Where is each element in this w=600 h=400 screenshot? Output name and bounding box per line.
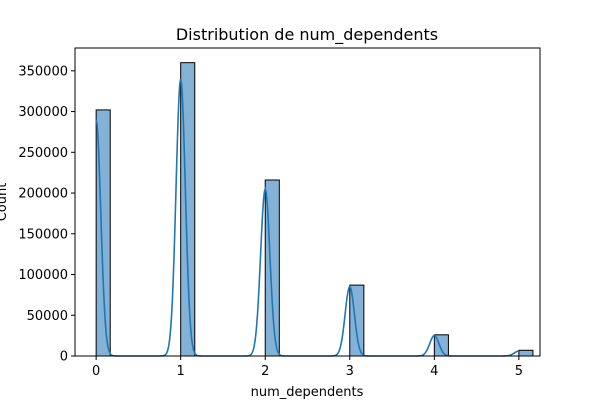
- y-tick-label-6: 300000: [18, 105, 68, 120]
- y-tick-label-2: 100000: [18, 268, 68, 283]
- histogram-bar-5: [518, 349, 534, 357]
- y-tick-label-4: 200000: [18, 187, 68, 202]
- plot-area: [95, 62, 534, 357]
- y-axis-label: Count: [0, 183, 10, 222]
- chart-title: Distribution de num_dependents: [176, 25, 438, 45]
- y-tick-label-1: 50000: [27, 309, 68, 324]
- x-tick-label-2: 2: [261, 364, 269, 379]
- x-axis-label: num_dependents: [251, 385, 364, 400]
- y-tick-label-7: 350000: [18, 64, 68, 79]
- x-tick-label-3: 3: [346, 364, 354, 379]
- x-axis: 0 1 2 3 4 5: [92, 356, 523, 379]
- y-tick-label-0: 0: [60, 350, 68, 365]
- y-axis: 0 50000 100000 150000 200000 250000 300000 3500…: [18, 64, 75, 365]
- kde-line: [95, 78, 519, 357]
- plot-frame: [74, 47, 541, 357]
- x-tick-label-5: 5: [515, 364, 523, 379]
- x-tick-label-0: 0: [92, 364, 100, 379]
- x-tick-label-4: 4: [430, 364, 438, 379]
- x-tick-label-1: 1: [177, 364, 185, 379]
- y-tick-label-5: 250000: [18, 146, 68, 161]
- y-tick-label-3: 150000: [18, 227, 68, 242]
